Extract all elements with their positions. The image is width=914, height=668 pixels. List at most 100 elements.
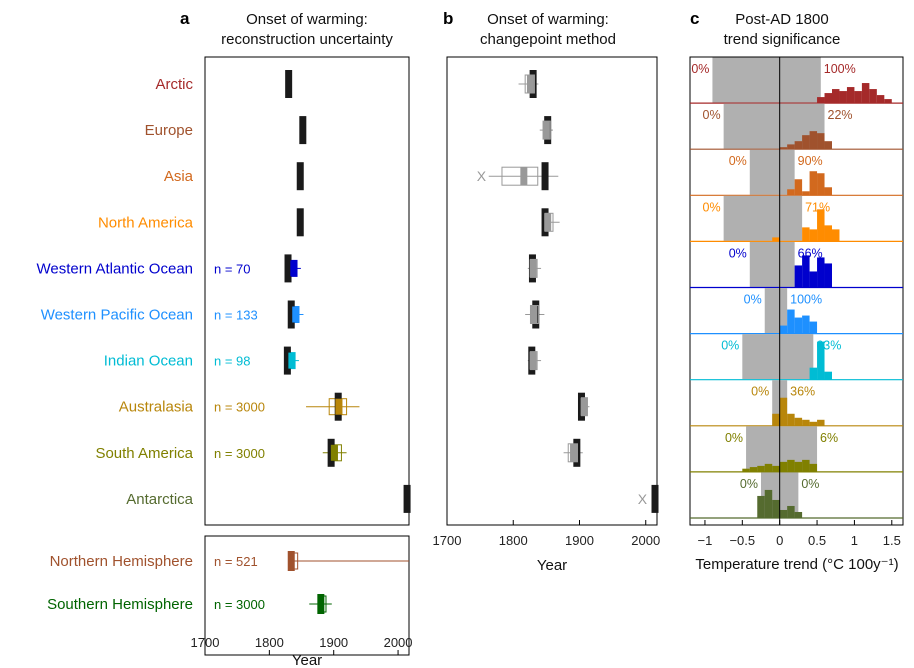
- c-right-pct-antarctica: 0%: [801, 477, 819, 491]
- c-bin-indian-ocean-0: [809, 367, 818, 380]
- panel-c-xlabel: Temperature trend (°C 100y⁻¹): [695, 556, 898, 573]
- panel-c-letter: c: [690, 9, 699, 28]
- c-bin-asia-5: [824, 187, 832, 196]
- c-bin-europe-3: [802, 135, 810, 150]
- c-bin-western-pacific-ocean-3: [802, 315, 810, 334]
- c-right-pct-indian-ocean: 63%: [816, 339, 841, 353]
- panel-a-title-line1: Onset of warming:: [246, 11, 368, 28]
- panel-a-title-line2: reconstruction uncertainty: [221, 31, 393, 48]
- sample-size-northern-hemisphere: n = 521: [214, 554, 258, 569]
- a-onset-bar-antarctica: [403, 484, 411, 513]
- c-shade-arctic: [712, 57, 821, 103]
- panel-a-frame: [204, 56, 410, 526]
- panel-a-xlabel: Year: [292, 652, 322, 668]
- c-bin-south-america-6: [787, 459, 795, 472]
- panel-c-title-line1: Post-AD 1800: [735, 11, 828, 28]
- a-box-southern-hemisphere: [319, 595, 327, 613]
- a-onset-bar-arctic: [285, 70, 293, 98]
- row-label-western-pacific-ocean: Western Pacific Ocean: [41, 307, 193, 324]
- c-left-pct-arctic: 0%: [691, 62, 709, 76]
- c-bin-arctic-8: [876, 95, 885, 104]
- axes: 1700 1700 1800 1800 1900 1900 2000 2000 −1 −0.5 0 0…: [191, 520, 901, 655]
- c-bin-north-america-5: [832, 229, 840, 242]
- c-bin-western-pacific-ocean-0: [779, 325, 788, 334]
- sample-size-south-america: n = 3000: [214, 446, 265, 461]
- b-median-europe: [542, 121, 550, 140]
- c-left-pct-indian-ocean: 0%: [721, 339, 739, 353]
- c-left-pct-western-atlantic-ocean: 0%: [729, 246, 747, 260]
- row-label-western-atlantic-ocean: Western Atlantic Ocean: [37, 260, 193, 277]
- c-bin-arctic-5: [854, 91, 862, 104]
- c-bin-indian-ocean-1: [817, 341, 825, 380]
- b-outlier-asia: X: [477, 168, 487, 184]
- c-shade-north-america: [723, 195, 803, 241]
- c-bin-western-atlantic-ocean-4: [824, 263, 832, 288]
- a-onset-bar-asia: [296, 162, 304, 191]
- b-xtick-label-1900: 1900: [565, 533, 594, 548]
- row-label-south-america: South America: [95, 445, 193, 462]
- c-bin-north-america-1: [802, 227, 810, 242]
- c-bin-australasia-0: [772, 413, 780, 426]
- b-median-western-pacific-ocean: [530, 305, 538, 324]
- c-bin-western-pacific-ocean-4: [809, 321, 818, 334]
- c-shade-asia: [749, 149, 795, 195]
- c-bin-antarctica-1: [764, 489, 773, 518]
- c-right-pct-asia: 90%: [798, 154, 823, 168]
- c-bin-south-america-3: [764, 463, 773, 472]
- c-left-pct-western-pacific-ocean: 0%: [744, 293, 762, 307]
- c-bin-south-america-7: [794, 461, 803, 472]
- c-bin-antarctica-0: [757, 495, 765, 518]
- c-bin-south-america-8: [802, 459, 810, 472]
- row-label-arctic: Arctic: [156, 76, 194, 93]
- c-bin-antarctica-2: [772, 499, 780, 518]
- b-onset-bar-asia: [541, 162, 549, 191]
- c-bin-europe-5: [817, 133, 825, 150]
- c-shade-western-pacific-ocean: [764, 288, 788, 334]
- c-bin-australasia-2: [787, 413, 795, 426]
- row-label-asia: Asia: [164, 168, 194, 185]
- sample-size-western-atlantic-ocean: n = 70: [214, 261, 251, 276]
- c-bin-asia-4: [817, 173, 825, 196]
- a-onset-bar-indian-ocean: [283, 346, 291, 375]
- panel-b-title-line2: changepoint method: [480, 31, 616, 48]
- c-xtick-label-0: −1: [698, 533, 713, 548]
- c-bin-europe-2: [794, 141, 803, 150]
- row-label-north-america: North America: [98, 214, 194, 231]
- c-bin-australasia-5: [809, 421, 818, 426]
- c-xtick-label-2: 0: [776, 533, 783, 548]
- c-bin-europe-0: [779, 147, 788, 150]
- c-bin-australasia-4: [802, 419, 810, 426]
- b-xtick-label-1700: 1700: [433, 533, 462, 548]
- c-bin-europe-1: [787, 144, 795, 150]
- a-onset-bar-western-pacific-ocean: [287, 300, 295, 329]
- sample-size-southern-hemisphere: n = 3000: [214, 597, 265, 612]
- c-bin-asia-3: [809, 171, 818, 196]
- c-bin-antarctica-5: [794, 511, 803, 518]
- c-bin-north-america-2: [809, 229, 818, 242]
- c-bin-arctic-6: [861, 83, 870, 104]
- b-median-indian-ocean: [529, 351, 537, 370]
- panel-a-letter: a: [180, 9, 190, 28]
- panel-b-title-line1: Onset of warming:: [487, 11, 609, 28]
- c-right-pct-south-america: 6%: [820, 431, 838, 445]
- c-left-pct-south-america: 0%: [725, 431, 743, 445]
- b-median-south-america: [570, 443, 578, 462]
- c-shade-western-atlantic-ocean: [749, 241, 795, 287]
- c-right-pct-western-atlantic-ocean: 66%: [798, 246, 823, 260]
- c-bin-south-america-0: [742, 468, 750, 472]
- c-bin-western-atlantic-ocean-2: [809, 271, 818, 288]
- c-bin-south-america-4: [772, 465, 780, 472]
- panel-b-frame: [446, 56, 658, 526]
- row-label-northern-hemisphere: Northern Hemisphere: [50, 553, 193, 570]
- row-label-indian-ocean: Indian Ocean: [104, 353, 193, 370]
- c-right-pct-north-america: 71%: [805, 200, 830, 214]
- c-bin-australasia-3: [794, 417, 803, 426]
- row-label-antarctica: Antarctica: [126, 491, 193, 508]
- c-bin-arctic-4: [846, 87, 855, 104]
- a-box-northern-hemisphere: [290, 552, 299, 570]
- row-label-southern-hemisphere: Southern Hemisphere: [47, 596, 193, 613]
- b-median-asia: [520, 167, 528, 186]
- a-onset-bar-western-atlantic-ocean: [284, 254, 292, 283]
- a-onset-bar-north-america: [296, 208, 304, 237]
- panel-c-frame: [689, 56, 904, 526]
